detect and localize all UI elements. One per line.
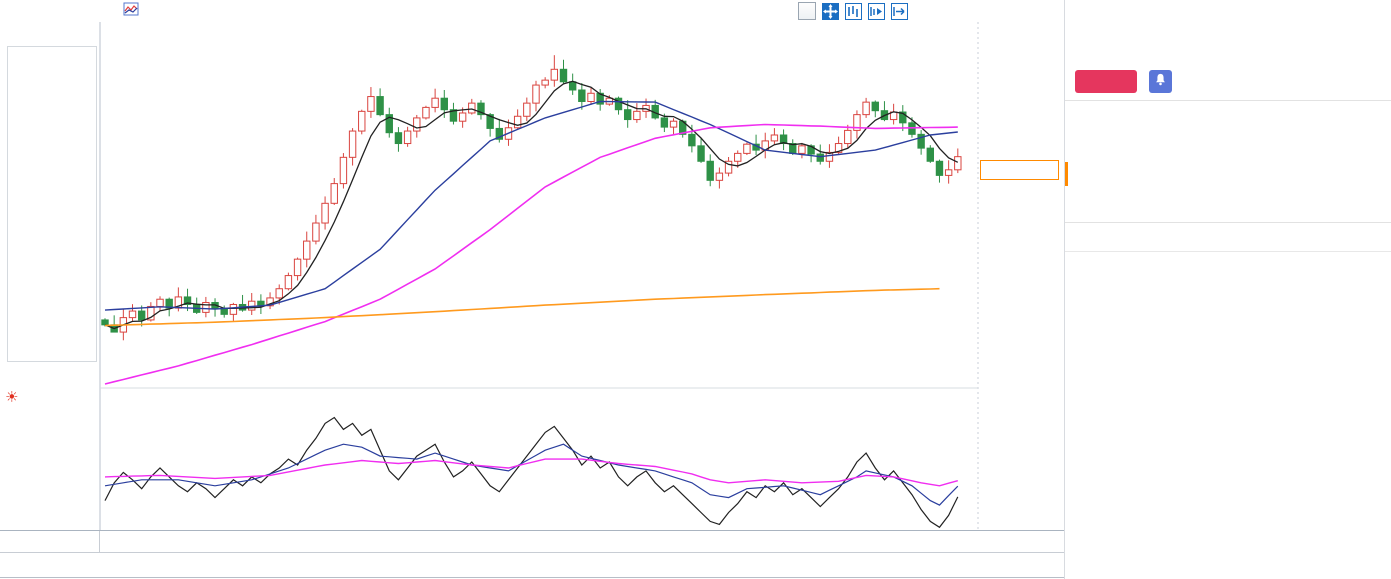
remove-watchlist-button[interactable] [1075, 70, 1137, 93]
price-and-rsi-chart[interactable] [0, 0, 1064, 552]
kline-window-icon[interactable] [845, 2, 862, 20]
active-row-indicator [1065, 162, 1068, 186]
indicator-tab-bar [0, 553, 1064, 578]
theme-dropdown[interactable] [798, 2, 816, 20]
quote-stats [1065, 100, 1391, 101]
alert-button[interactable] [1149, 70, 1172, 93]
quote-panel [1064, 0, 1391, 579]
quote-price-row [1075, 36, 1087, 67]
chart-controls [798, 2, 908, 20]
time-axis-row [0, 530, 1064, 553]
kline-play-icon[interactable] [868, 2, 885, 20]
bell-icon [1154, 73, 1167, 91]
ohlc-info-panel [7, 46, 97, 362]
indicator-settings-icon[interactable]: ☀ [5, 389, 19, 406]
period-selector[interactable] [0, 531, 100, 553]
current-price-tag [980, 160, 1059, 180]
export-icon[interactable] [891, 2, 908, 20]
chart-region: ☀ [0, 0, 1064, 578]
move-icon[interactable] [822, 2, 839, 20]
tick-table-header [1065, 222, 1391, 252]
chart-header [105, 2, 148, 20]
chart-type-icon[interactable] [123, 2, 139, 21]
